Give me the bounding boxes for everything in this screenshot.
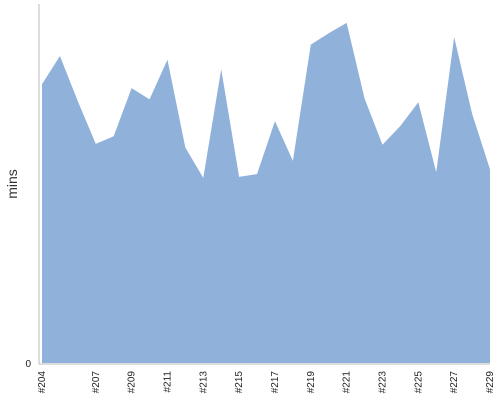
x-tick-label: #221 — [342, 371, 353, 394]
data-point-218 — [291, 159, 295, 163]
x-tick-labels: #204 #207 #209 #211 #213 #215 #217 #219 #221 #223… — [37, 371, 496, 394]
data-point-225 — [416, 100, 420, 104]
y-tick-label: 0 — [25, 359, 31, 370]
data-point-211 — [165, 58, 169, 62]
data-point-227 — [452, 35, 456, 39]
data-point-214 — [219, 67, 223, 71]
data-point-217 — [273, 119, 277, 123]
data-point-226 — [434, 170, 438, 174]
x-tick-label: #229 — [485, 371, 496, 394]
data-point-216 — [255, 172, 259, 176]
data-point-210 — [148, 97, 152, 101]
data-point-204 — [40, 82, 44, 86]
data-point-208 — [112, 134, 116, 138]
x-tick-label: #207 — [91, 371, 102, 394]
data-point-228 — [470, 112, 474, 116]
x-tick-label: #217 — [270, 371, 281, 394]
data-point-215 — [237, 175, 241, 179]
data-point-213 — [201, 176, 205, 180]
x-tick-label: #225 — [413, 371, 424, 394]
data-point-222 — [363, 96, 367, 100]
data-point-209 — [130, 86, 134, 90]
x-tick-label: #219 — [306, 371, 317, 394]
series-area-0 — [42, 22, 490, 363]
x-tick-label: #215 — [234, 371, 245, 394]
data-point-219 — [309, 43, 313, 47]
x-tick-label: #213 — [198, 371, 209, 394]
y-axis-label: mins — [4, 169, 20, 199]
data-point-224 — [398, 124, 402, 128]
x-tick-label: #223 — [377, 371, 388, 394]
data-point-220 — [327, 31, 331, 35]
x-tick-label: #227 — [449, 371, 460, 394]
data-point-205 — [58, 54, 62, 58]
data-point-206 — [76, 99, 80, 103]
y-tick-labels: 0 — [25, 359, 31, 370]
series-area-layer — [40, 21, 492, 363]
x-tick-label: #211 — [162, 371, 173, 393]
data-point-229 — [488, 167, 492, 171]
x-tick-label: #204 — [37, 371, 48, 394]
data-point-223 — [380, 143, 384, 147]
data-point-221 — [345, 21, 349, 25]
data-point-212 — [183, 146, 187, 150]
data-point-207 — [94, 142, 98, 146]
x-tick-label: #209 — [127, 371, 138, 394]
